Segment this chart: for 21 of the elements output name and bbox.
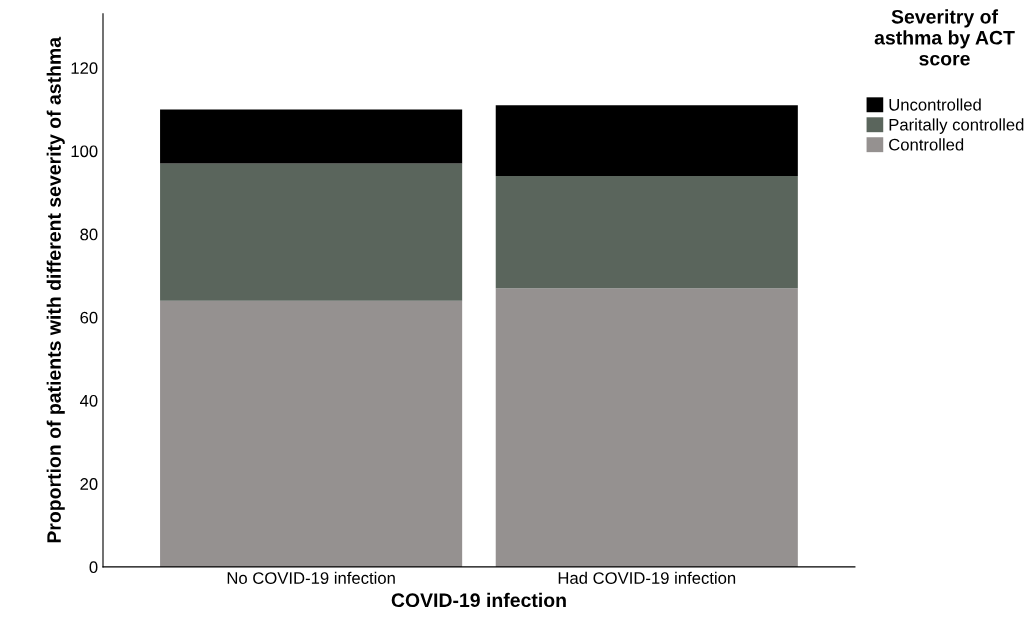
- bar: [160, 300, 463, 567]
- y-tick-label: 0: [89, 561, 98, 574]
- bar: [495, 105, 798, 176]
- legend-title: Severitry of asthma by ACT score: [874, 9, 1015, 66]
- legend-label: Uncontrolled: [889, 98, 981, 111]
- y-tick-label: 100: [71, 145, 98, 158]
- y-tick-label: 80: [80, 228, 98, 241]
- y-tick-label: 20: [80, 478, 98, 490]
- x-tick-label: Had COVID-19 infection: [558, 571, 736, 584]
- bar: [495, 288, 798, 567]
- legend-label: Paritally controlled: [889, 118, 1024, 134]
- y-tick-label: 120: [71, 62, 98, 75]
- bar: [160, 109, 463, 164]
- y-tick-label: 60: [80, 311, 98, 324]
- legend-label: Controlled: [889, 138, 964, 151]
- y-tick-label: 40: [79, 394, 98, 407]
- x-tick-label: No COVID-19 infection: [227, 571, 395, 584]
- y-axis-title: Proportion of patients with different severity of asthma: [46, 36, 65, 543]
- bar: [495, 175, 798, 289]
- x-axis-title: COVID-19 infection: [391, 592, 566, 608]
- bar: [160, 163, 463, 301]
